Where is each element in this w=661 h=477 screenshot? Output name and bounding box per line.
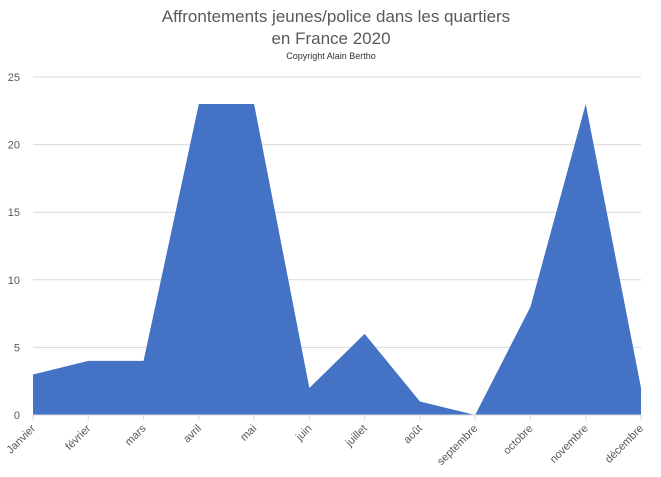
x-tick-label: juillet xyxy=(343,423,370,450)
area xyxy=(33,104,641,415)
y-tick-label: 20 xyxy=(8,140,20,152)
y-tick-label: 25 xyxy=(8,72,20,84)
x-tick-label: décembre xyxy=(603,423,646,466)
x-tick-label: Janvier xyxy=(5,422,39,456)
chart-subtitle: Copyright Alain Bertho xyxy=(286,51,376,61)
x-tick-label: novembre xyxy=(548,423,591,466)
x-tick-label: septembre xyxy=(435,423,480,468)
chart-title: en France 2020 xyxy=(271,29,390,48)
x-tick-label: octobre xyxy=(501,423,535,457)
y-tick-label: 10 xyxy=(8,275,20,287)
x-tick-label: mai xyxy=(238,423,259,444)
y-tick-label: 15 xyxy=(8,207,20,219)
x-tick-label: février xyxy=(63,422,93,452)
y-tick-label: 5 xyxy=(14,342,20,354)
x-tick-label: mars xyxy=(123,422,149,448)
y-tick-label: 0 xyxy=(14,410,20,422)
x-tick-label: août xyxy=(401,423,425,447)
x-tick-label: avril xyxy=(181,423,204,446)
x-tick-label: juin xyxy=(293,423,314,444)
chart-title: Affrontements jeunes/police dans les qua… xyxy=(162,7,510,26)
